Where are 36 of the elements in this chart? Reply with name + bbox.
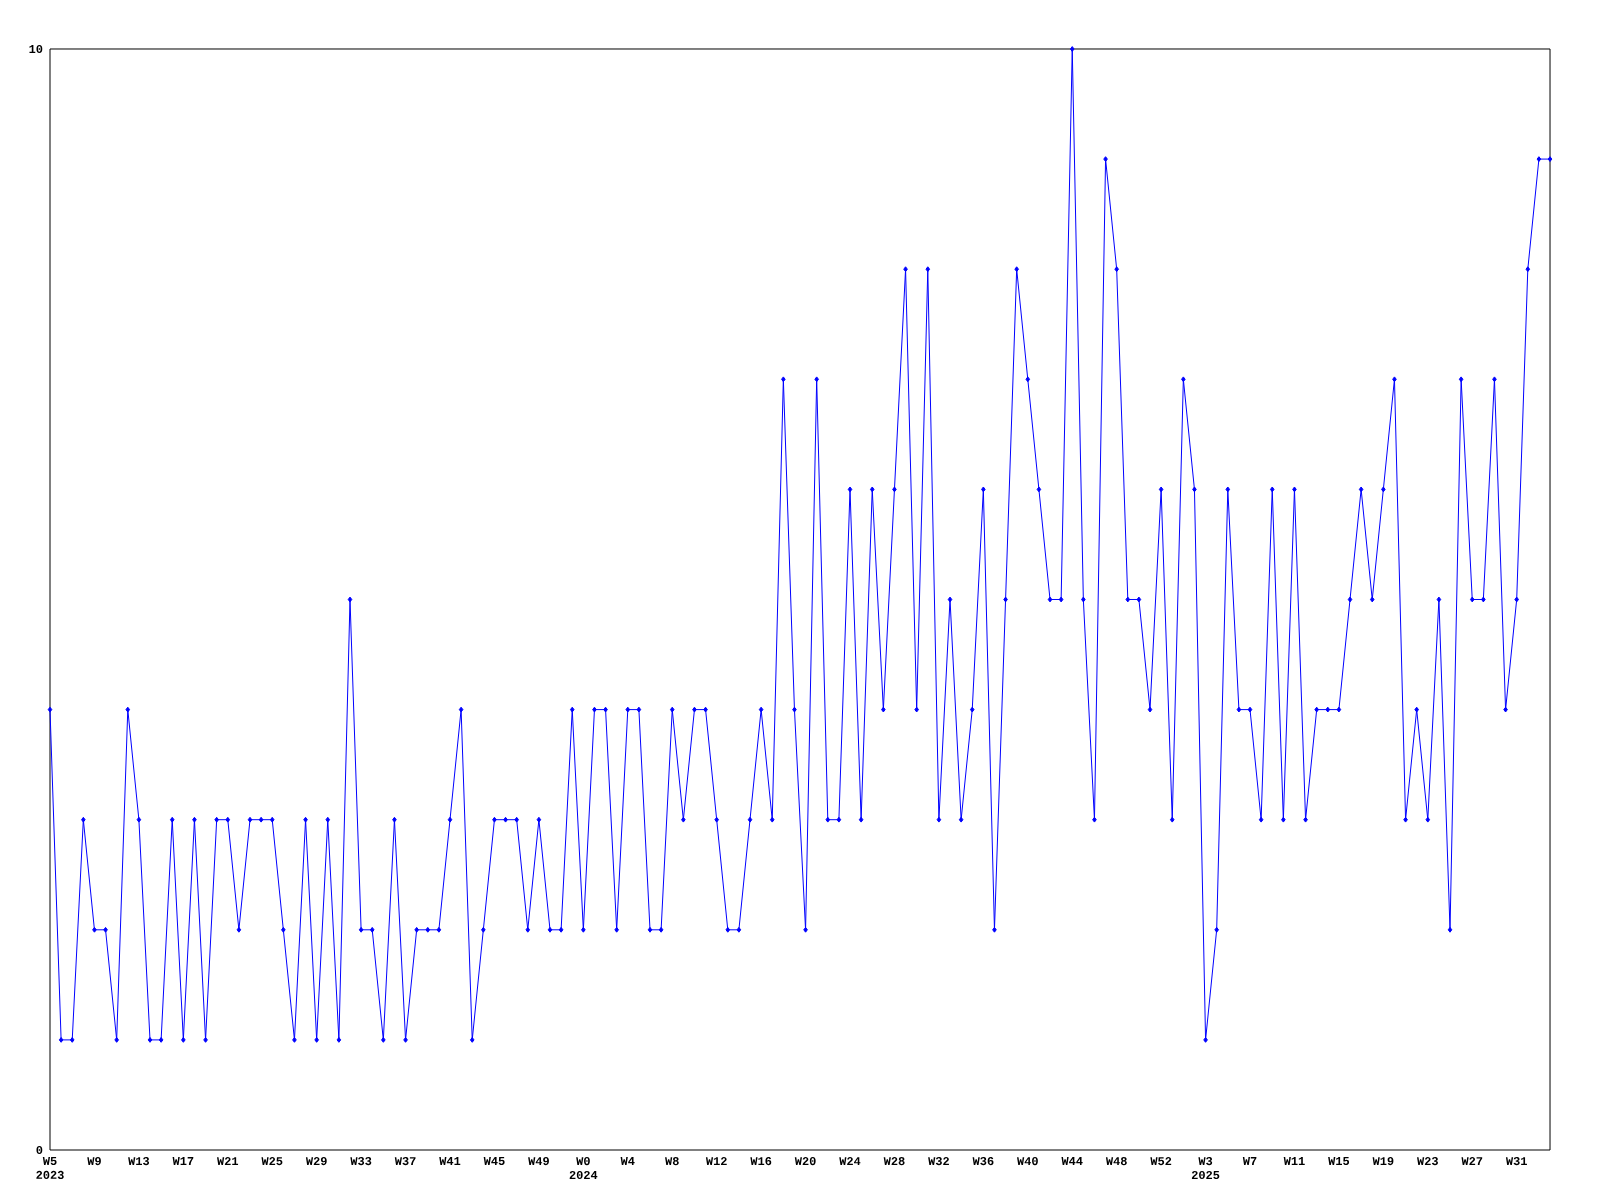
y-tick-label: 10	[29, 44, 43, 54]
x-tick-label: W19	[1372, 1157, 1394, 1166]
x-tick-label: W17	[172, 1157, 194, 1165]
x-tick-label: W3 2025	[1191, 1157, 1220, 1180]
x-tick-label: W21	[217, 1157, 239, 1166]
x-tick-label: W25	[261, 1157, 283, 1166]
x-tick-label: W20	[794, 1157, 816, 1166]
x-tick-label: W7	[1242, 1157, 1257, 1165]
x-tick-label: W29	[305, 1157, 327, 1166]
x-tick-label: W49	[528, 1157, 549, 1166]
x-tick-label: W16	[750, 1157, 772, 1166]
x-tick-label: W41	[439, 1157, 461, 1165]
x-tick-label: W33	[350, 1157, 372, 1166]
x-tick-label: W9	[87, 1157, 101, 1166]
x-tick-label: W8	[665, 1157, 679, 1166]
x-tick-label: W4	[620, 1157, 635, 1165]
x-tick-label: W5 2023	[36, 1157, 64, 1179]
x-tick-label: W12	[705, 1157, 727, 1166]
x-tick-label: W0 2024	[569, 1157, 598, 1180]
x-tick-label: W27	[1461, 1157, 1483, 1166]
x-tick-label: W28	[883, 1157, 905, 1166]
x-tick-label: W13	[128, 1157, 150, 1166]
x-tick-label: W36	[972, 1157, 994, 1166]
x-tick-label: W48	[1105, 1157, 1127, 1166]
x-tick-label: W37	[394, 1157, 416, 1166]
x-tick-label: W40	[1017, 1157, 1038, 1166]
x-tick-label: W24	[839, 1157, 861, 1166]
x-tick-label: W45	[483, 1157, 505, 1166]
x-tick-label: W11	[1283, 1157, 1305, 1165]
x-tick-label: W44	[1061, 1157, 1083, 1165]
x-tick-label: W32	[928, 1157, 949, 1166]
y-tick-label: 0	[36, 1145, 43, 1155]
x-tick-label: W15	[1328, 1157, 1350, 1166]
x-tick-label: W52	[1150, 1157, 1172, 1166]
x-tick-label: W31	[1505, 1157, 1527, 1166]
x-tick-label: W23	[1417, 1157, 1438, 1166]
